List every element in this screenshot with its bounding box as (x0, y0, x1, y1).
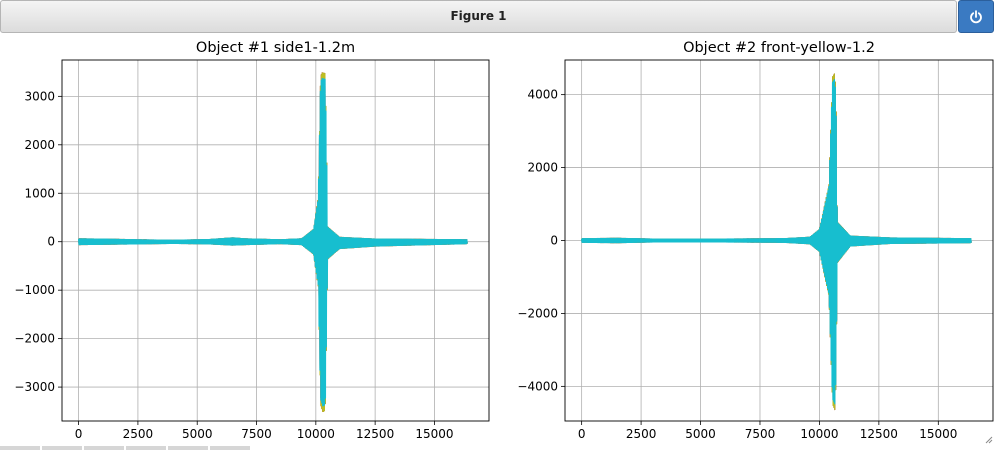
chart-title: Object #2 front-yellow-1.2 (683, 40, 875, 56)
y-tick-label: 1000 (24, 186, 55, 200)
y-tick-label: 0 (550, 234, 558, 248)
series-group (580, 73, 972, 411)
y-tick-label: 2000 (527, 161, 558, 175)
x-tick-label: 10000 (800, 427, 838, 441)
y-tick-label: 0 (47, 235, 55, 249)
y-tick-label: −2000 (14, 332, 55, 346)
x-tick-label: 15000 (919, 427, 957, 441)
series-group (77, 72, 468, 412)
x-tick-label: 0 (75, 427, 83, 441)
chart-1: Object #1 side1-1.2m0 2500 5000 7500 10000 12… (14, 40, 490, 441)
x-tick-label: 2500 (626, 427, 657, 441)
power-button[interactable] (958, 0, 994, 33)
figure-titlebar: Figure 1 (0, 0, 957, 33)
x-tick-label: 12500 (356, 427, 394, 441)
x-tick-label: 7500 (241, 427, 272, 441)
y-tick-label: −4000 (517, 379, 558, 393)
y-tick-label: −3000 (14, 380, 55, 394)
axes-frame (564, 59, 994, 422)
y-tick-label: 3000 (24, 89, 55, 103)
toolbar-strip (0, 446, 250, 450)
x-tick-label: 5000 (182, 427, 213, 441)
series-line-10 (580, 78, 972, 405)
power-icon (970, 9, 982, 23)
series-line-10 (77, 77, 468, 407)
y-tick-label: 4000 (527, 88, 558, 102)
y-tick-label: 2000 (24, 138, 55, 152)
chart-2: Object #2 front-yellow-1.2 0 2500 5000 7500 1… (517, 40, 994, 441)
x-tick-label: 10000 (297, 427, 335, 441)
x-tick-label: 7500 (745, 427, 776, 441)
axes-frame (61, 59, 490, 422)
x-tick-label: 12500 (860, 427, 898, 441)
x-tick-label: 0 (578, 427, 586, 441)
x-tick-label: 2500 (123, 427, 154, 441)
x-tick-label: 15000 (415, 427, 453, 441)
resize-grip-icon[interactable] (985, 436, 993, 444)
figure-canvas: Object #1 side1-1.2m0 2500 5000 7500 10000 12… (14, 40, 994, 441)
y-tick-label: −2000 (517, 306, 558, 320)
x-tick-label: 5000 (685, 427, 716, 441)
window-title: Figure 1 (450, 9, 507, 23)
y-tick-label: −1000 (14, 283, 55, 297)
chart-title: Object #1 side1-1.2m (196, 40, 355, 56)
